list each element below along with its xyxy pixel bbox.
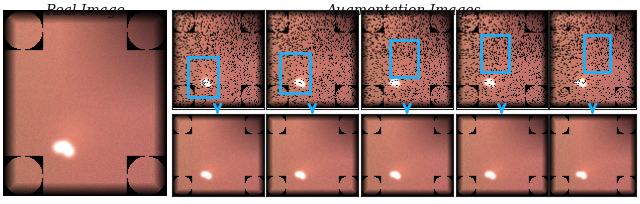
Text: Augmentation Images: Augmentation Images	[326, 4, 481, 18]
Bar	[188, 58, 218, 97]
Bar	[280, 53, 310, 93]
Bar	[584, 35, 610, 72]
Bar	[390, 40, 418, 77]
Text: Real Image: Real Image	[45, 4, 125, 18]
Bar	[481, 35, 509, 72]
